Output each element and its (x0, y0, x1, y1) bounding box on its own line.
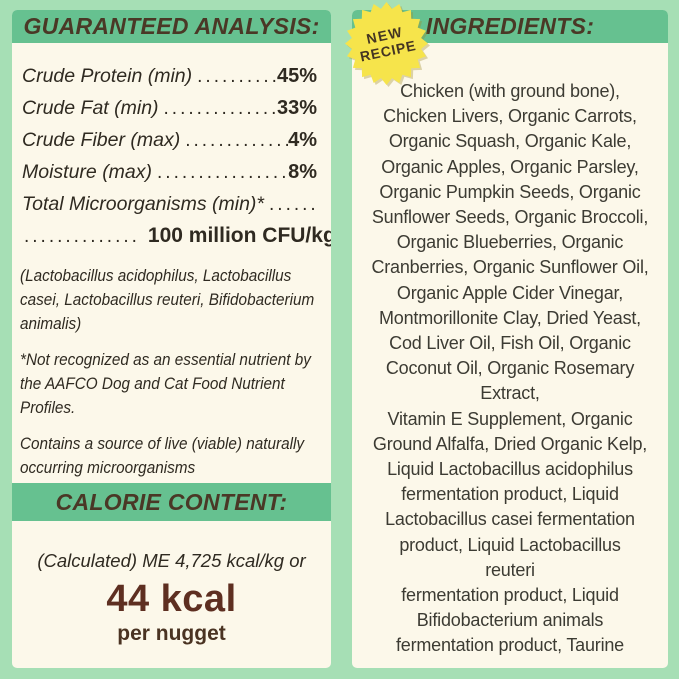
dot-leader: ........................................ (185, 130, 288, 151)
starburst-seal-icon (345, 2, 428, 85)
dot-leader: ........................................ (157, 162, 288, 183)
calorie-content-title: CALORIE CONTENT: (55, 488, 288, 515)
starburst-shape (345, 2, 428, 85)
analysis-table: Crude Protein (min) ....................… (12, 60, 331, 252)
analysis-row-cfu-value: .............. 100 million CFU/kg (12, 220, 331, 252)
microorganism-species-note: (Lactobacillus acidophilus, Lactobacillu… (20, 266, 315, 333)
analysis-label: Crude Fiber (max) (22, 129, 181, 151)
dot-leader: ........................................ (163, 98, 277, 119)
ingredients-title: INGREDIENTS: (425, 13, 595, 39)
ingredients-list: Chicken (with ground bone), Chicken Live… (371, 81, 649, 656)
analysis-value: 45% (276, 65, 317, 87)
analysis-label: Moisture (max) (22, 161, 153, 183)
kcal-unit-label: per nugget (117, 622, 226, 645)
guaranteed-analysis-panel: GUARANTEED ANALYSIS: Crude Protein (min)… (12, 10, 331, 668)
analysis-value: 33% (276, 97, 317, 119)
calorie-calculated-line: (Calculated) ME 4,725 kcal/kg or (37, 550, 306, 571)
new-recipe-badge: NEW RECIPE (344, 1, 429, 86)
analysis-value: 8% (288, 161, 317, 183)
dot-leader: .............. (24, 226, 140, 247)
dot-leader: ........................................ (197, 66, 277, 87)
kcal-per-nugget-value: 44 kcal (106, 578, 237, 620)
analysis-value: 4% (288, 129, 317, 151)
calorie-content-body: (Calculated) ME 4,725 kcal/kg or 44 kcal… (12, 548, 331, 646)
analysis-label: Crude Protein (min) (22, 65, 193, 87)
live-microorganisms-note: Contains a source of live (viable) natur… (20, 434, 305, 477)
calorie-content-header: CALORIE CONTENT: (12, 483, 331, 521)
guaranteed-analysis-title: GUARANTEED ANALYSIS: (23, 13, 320, 39)
aafco-footnote: *Not recognized as an essential nutrient… (20, 350, 311, 417)
analysis-row-crude-fiber: Crude Fiber (max) ......................… (12, 124, 331, 156)
analysis-row-moisture: Moisture (max) .........................… (12, 156, 331, 188)
analysis-row-crude-fat: Crude Fat (min) ........................… (12, 92, 331, 124)
analysis-row-crude-protein: Crude Protein (min) ....................… (12, 60, 331, 92)
analysis-label: Total Microorganisms (min)* (22, 193, 265, 215)
analysis-row-microorganisms: Total Microorganisms (min)* ............… (12, 188, 331, 220)
dot-leader: ........................................ (269, 194, 317, 215)
cfu-value: 100 million CFU/kg (147, 224, 331, 247)
ingredients-panel: INGREDIENTS: Chicken (with ground bone),… (352, 10, 668, 668)
guaranteed-analysis-header: GUARANTEED ANALYSIS: (12, 10, 331, 43)
analysis-label: Crude Fat (min) (22, 97, 159, 119)
